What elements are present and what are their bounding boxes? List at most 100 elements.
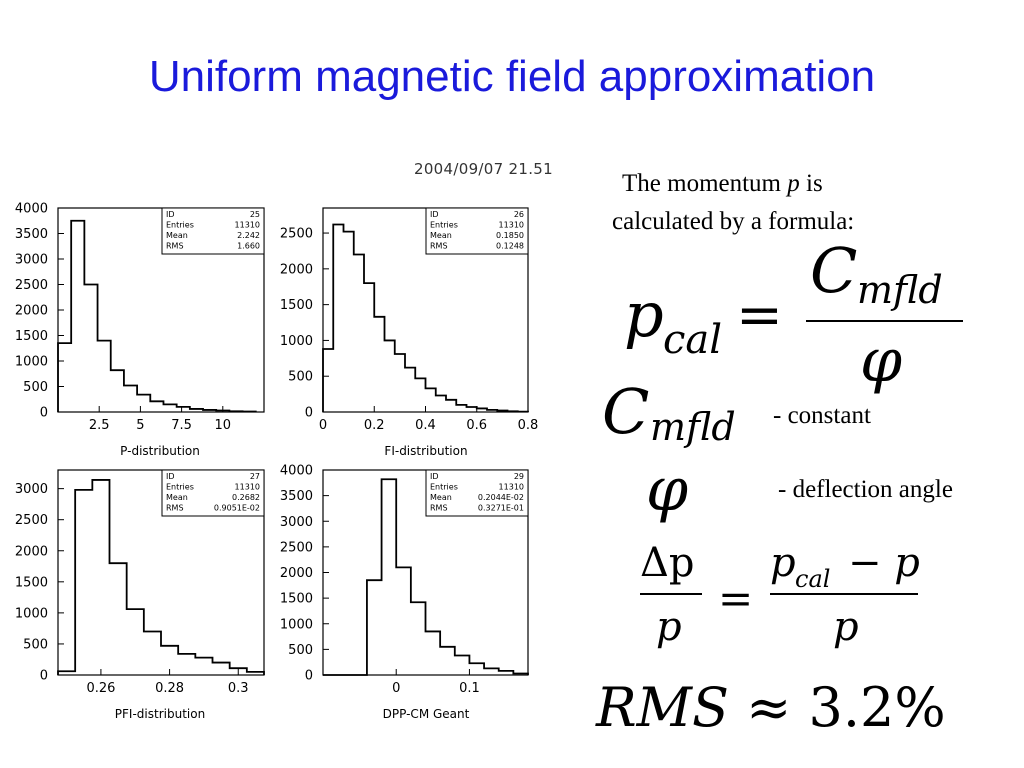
stats-label: ID	[430, 210, 439, 219]
y-tick-label: 2500	[280, 227, 313, 242]
x-tick-label: 0.26	[86, 681, 115, 696]
histogram-bin	[513, 673, 528, 675]
x-tick-label: 0	[319, 418, 327, 433]
histogram-1: 0 500 1000 1500 2000 2500 3000 3500 4000 2.5 5 7.5 1…	[15, 202, 265, 458]
x-tick-label: 0	[392, 681, 400, 696]
stats-value: 0.2044E-02	[478, 493, 524, 502]
rhs-denominator: p	[833, 604, 859, 650]
y-tick-label: 2000	[280, 262, 313, 277]
y-tick-label: 500	[23, 380, 48, 395]
stats-value: 0.1248	[496, 242, 524, 251]
y-tick-label: 1500	[280, 298, 313, 313]
histogram-bin	[395, 354, 405, 412]
y-tick-label: 0	[305, 669, 313, 684]
y-tick-label: 1500	[15, 575, 48, 590]
histogram-bin	[247, 672, 264, 675]
y-tick-label: 4000	[15, 202, 48, 217]
y-tick-label: 500	[23, 637, 48, 652]
histogram-bin	[150, 401, 163, 412]
histogram-bin	[58, 343, 71, 412]
desc-var-p: p	[787, 170, 800, 197]
histogram-bin	[203, 410, 216, 412]
stats-value: 1.660	[237, 242, 260, 251]
histogram-bin	[92, 480, 109, 675]
histogram-bin	[415, 378, 425, 412]
stats-label: RMS	[166, 504, 184, 513]
stats-value: 0.3271E-01	[478, 504, 524, 513]
stats-label: Mean	[430, 493, 452, 502]
x-tick-label: 10	[215, 418, 232, 433]
histogram-3: 0 500 1000 1500 2000 2500 3000 0.26 0.28 0.3 ID 27 E…	[15, 469, 265, 721]
pcal-subscript: cal	[663, 317, 723, 363]
y-tick-label: 3500	[280, 489, 313, 504]
y-tick-label: 2000	[280, 566, 313, 581]
equals-sign: =	[736, 283, 783, 348]
y-tick-label: 1500	[15, 329, 48, 344]
y-tick-label: 0	[305, 406, 313, 421]
fraction-bar	[806, 320, 963, 322]
histogram-bin	[440, 647, 455, 675]
slide-title: Uniform magnetic field approximation	[148, 52, 876, 101]
histogram-title: P-distribution	[120, 444, 200, 458]
timestamp: 2004/09/07 21.51	[414, 160, 553, 178]
rhs-minus-p: − p	[848, 540, 920, 586]
histogram-bin	[178, 654, 195, 675]
histogram-bin	[163, 404, 176, 412]
y-tick-label: 0	[40, 669, 48, 684]
histogram-bin	[446, 400, 456, 412]
histogram-bin	[426, 631, 441, 675]
cmfld-numerator-symbol: C	[810, 234, 858, 307]
y-tick-label: 2000	[15, 544, 48, 559]
rms-text: RMS	[596, 676, 729, 739]
histogram-bin	[127, 609, 144, 675]
histogram-bin	[75, 490, 92, 675]
histogram-bin	[469, 663, 484, 675]
histogram-bin	[405, 368, 415, 412]
stats-label: ID	[166, 472, 175, 481]
rhs-pcal-symbol: p	[770, 540, 796, 586]
histogram-outline	[322, 223, 529, 413]
stats-value: 11310	[499, 221, 524, 230]
stats-label: Mean	[166, 231, 188, 240]
deflection-label: - deflection angle	[778, 476, 953, 503]
y-tick-label: 1500	[280, 592, 313, 607]
histogram-bin	[144, 632, 161, 675]
x-tick-label: 7.5	[171, 418, 192, 433]
stats-label: ID	[430, 472, 439, 481]
x-tick-label: 2.5	[89, 418, 110, 433]
histogram-bin	[477, 408, 487, 412]
histogram-bin	[426, 388, 436, 412]
y-tick-label: 0	[40, 406, 48, 421]
plot-frame	[57, 469, 265, 676]
y-tick-label: 3500	[15, 227, 48, 242]
phi-symbol: φ	[646, 455, 689, 525]
stats-value: 11310	[235, 483, 260, 492]
stats-value: 27	[250, 472, 260, 481]
desc-text-2: is	[799, 170, 823, 197]
rms-value: ≈ 3.2%	[746, 676, 946, 739]
histogram-bin	[195, 658, 212, 675]
desc-text-1: The momentum	[622, 170, 788, 197]
histogram-bin	[456, 405, 466, 412]
stats-value: 29	[514, 472, 524, 481]
stats-label: Entries	[166, 221, 194, 230]
x-tick-label: 0.2	[364, 418, 385, 433]
y-tick-label: 2500	[15, 513, 48, 528]
stats-label: Mean	[430, 231, 452, 240]
lhs-denominator: p	[656, 604, 682, 650]
stats-value: 11310	[235, 221, 260, 230]
stats-box	[161, 469, 265, 517]
histogram-bin	[111, 370, 124, 412]
histogram-bin	[467, 407, 477, 412]
stats-label: ID	[166, 210, 175, 219]
histogram-bin	[382, 479, 397, 675]
histogram-outline	[323, 478, 529, 676]
histogram-bin	[177, 407, 190, 412]
stats-value: 11310	[499, 483, 524, 492]
x-tick-label: 5	[136, 418, 144, 433]
stats-label: Entries	[430, 483, 458, 492]
stats-label: Entries	[430, 221, 458, 230]
histogram-bin	[374, 317, 384, 412]
y-tick-label: 500	[288, 370, 313, 385]
